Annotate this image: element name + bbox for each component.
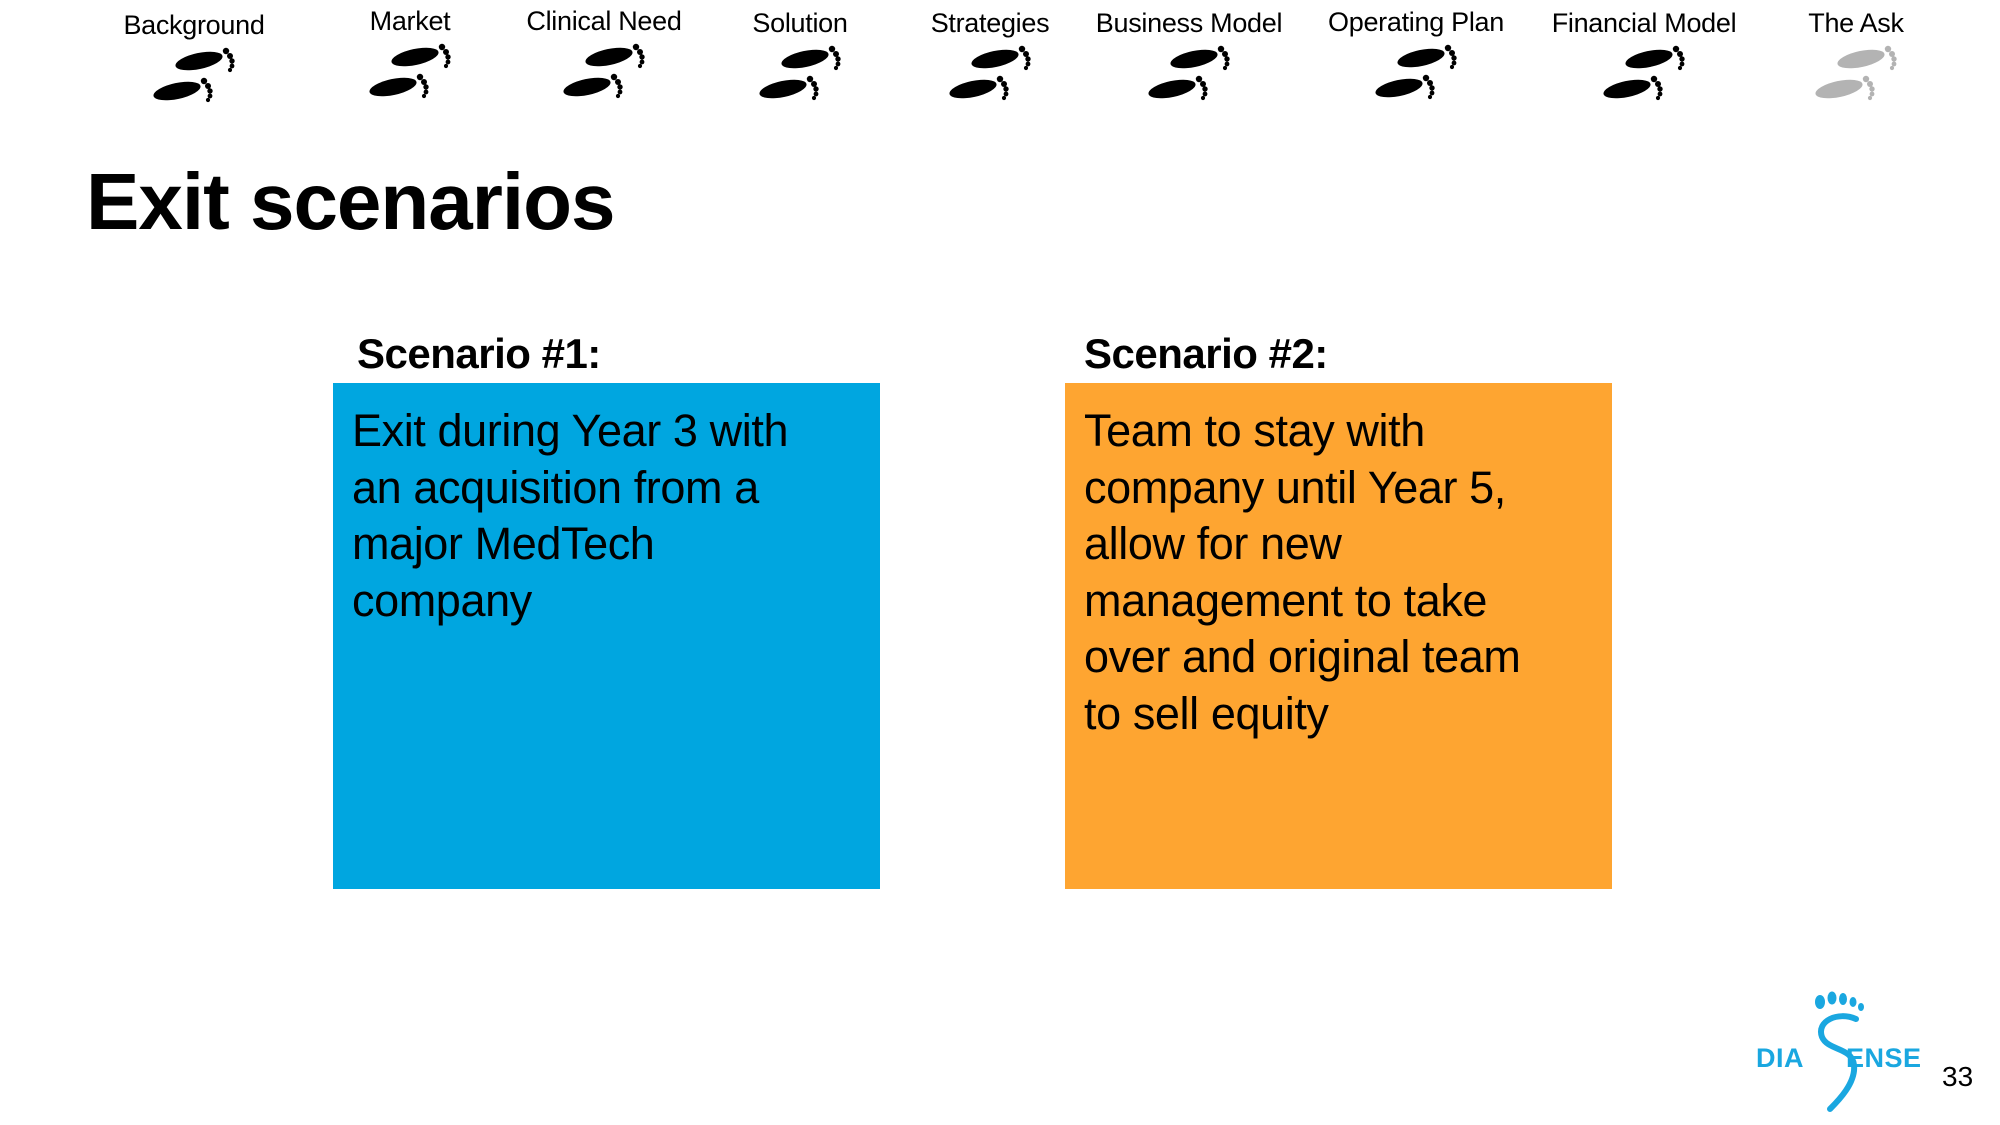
- text-line: management to take: [1084, 574, 1488, 626]
- text-line: over and original team: [1084, 631, 1521, 682]
- text-line: major MedTech: [352, 518, 655, 569]
- nav-step-label: Operating Plan: [1328, 7, 1504, 37]
- nav-step-strategies[interactable]: Strategies: [880, 0, 1100, 110]
- footprints-icon: [1589, 39, 1699, 109]
- text-line: Exit during Year 3 with: [352, 405, 789, 456]
- nav-step-label: The Ask: [1808, 8, 1904, 38]
- scenario-2-text: Team to stay with company until Year 5, …: [1084, 403, 1592, 742]
- nav-step-business-model[interactable]: Business Model: [1079, 0, 1299, 110]
- scenario-1-text: Exit during Year 3 with an acquisition f…: [352, 403, 860, 629]
- nav-step-label: Business Model: [1095, 8, 1283, 38]
- nav-step-clinical-need[interactable]: Clinical Need: [494, 0, 714, 110]
- text-line: company until Year 5,: [1084, 461, 1506, 513]
- footprints-icon: [1801, 39, 1911, 109]
- nav-step-operating-plan[interactable]: Operating Plan: [1306, 0, 1526, 110]
- nav-step-the-ask[interactable]: The Ask: [1746, 0, 1966, 110]
- foot-s-logo-icon: [1815, 991, 1864, 1112]
- footprints-icon: [139, 41, 249, 111]
- nav-step-label: Background: [123, 10, 265, 40]
- text-line: allow for new: [1084, 518, 1342, 569]
- page-title: Exit scenarios: [86, 157, 615, 246]
- logo-text-left: DIA: [1756, 1043, 1804, 1073]
- text-line: to sell equity: [1084, 687, 1329, 739]
- nav-step-label: Clinical Need: [526, 6, 682, 36]
- scenario-1-card: Exit during Year 3 with an acquisition f…: [333, 383, 880, 889]
- scenario-1-heading: Scenario #1:: [357, 330, 601, 377]
- text-line: company: [352, 574, 532, 626]
- scenario-2-heading: Scenario #2:: [1084, 330, 1328, 377]
- nav-step-background[interactable]: Background: [84, 0, 304, 110]
- nav-step-label: Strategies: [930, 8, 1050, 38]
- nav-step-market[interactable]: Market: [300, 0, 520, 110]
- footprints-icon: [355, 37, 465, 107]
- nav-step-financial-model[interactable]: Financial Model: [1534, 0, 1754, 110]
- footprints-icon: [935, 39, 1045, 109]
- page-number: 33: [1942, 1061, 1974, 1092]
- text-line: an acquisition from a: [352, 461, 759, 513]
- text-line: Team to stay with: [1084, 405, 1425, 456]
- footprints-icon: [1134, 39, 1244, 109]
- nav-step-solution[interactable]: Solution: [690, 0, 910, 110]
- nav-step-label: Solution: [752, 8, 848, 38]
- scenario-2-card: Team to stay with company until Year 5, …: [1065, 383, 1612, 889]
- logo-text-right: ENSE: [1846, 1043, 1922, 1073]
- nav-step-label: Market: [369, 6, 451, 36]
- nav-step-label: Financial Model: [1551, 8, 1737, 38]
- footprints-icon: [549, 37, 659, 107]
- footprints-icon: [1361, 38, 1471, 108]
- diasense-logo: DIA ENSE: [1750, 985, 1940, 1115]
- footprints-icon: [745, 39, 855, 109]
